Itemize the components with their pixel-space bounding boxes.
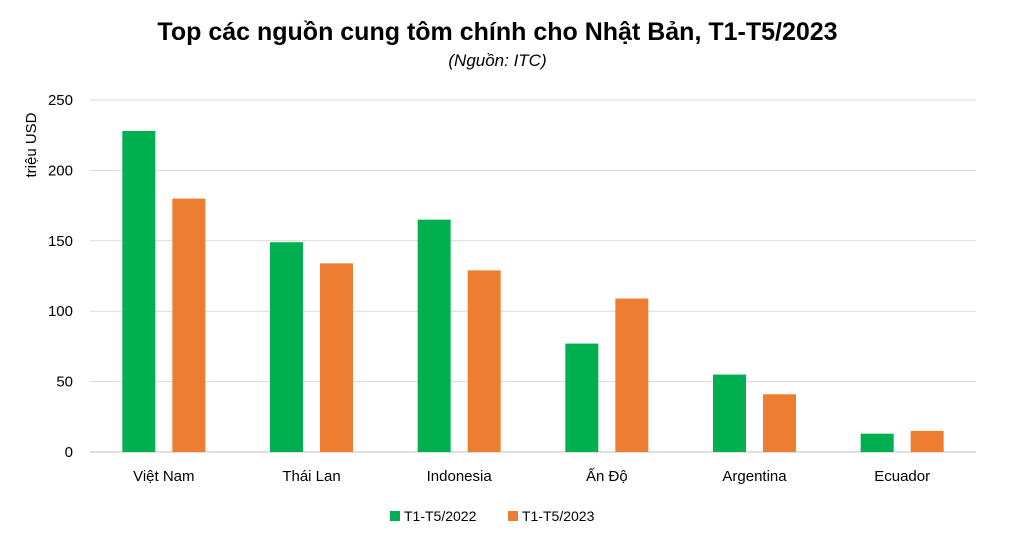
x-category-label: Việt Nam [133, 468, 194, 485]
chart-subtitle: (Nguồn: ITC) [448, 51, 547, 70]
x-category-label: Ấn Độ [586, 468, 628, 485]
bar-2022 [270, 242, 303, 452]
y-tick-label: 200 [48, 162, 73, 179]
chart-title: Top các nguồn cung tôm chính cho Nhật Bả… [157, 18, 838, 46]
y-tick-label: 0 [65, 444, 73, 461]
legend-swatch [390, 511, 400, 521]
legend-label: T1-T5/2023 [522, 508, 595, 524]
bar-2022 [565, 343, 599, 452]
y-tick-label: 250 [48, 92, 73, 109]
legend-label: T1-T5/2022 [404, 508, 477, 524]
x-category-label: Ecuador [874, 468, 930, 485]
y-tick-label: 100 [48, 303, 73, 320]
y-axis-ticks: 0 50 100 150 200 250 [48, 92, 73, 461]
bar-2023 [763, 394, 796, 452]
bar-2023 [172, 198, 206, 452]
bar-2022 [860, 433, 894, 452]
legend: T1-T5/2022 T1-T5/2023 [390, 508, 595, 524]
bar-2022 [417, 219, 451, 452]
bar-2023 [320, 263, 353, 452]
gridlines [90, 99, 976, 453]
y-tick-label: 50 [56, 374, 73, 391]
bar-2023 [615, 298, 649, 452]
bar-2022 [713, 374, 746, 452]
x-category-label: Indonesia [427, 468, 493, 485]
x-category-label: Argentina [722, 468, 787, 485]
bar-2023 [910, 430, 944, 452]
y-axis-label: triệu USD [23, 112, 40, 177]
bar-2023 [467, 270, 501, 452]
bar-2022 [122, 130, 156, 452]
legend-swatch [508, 511, 518, 521]
x-axis-categories: Việt Nam Thái Lan Indonesia Ấn Độ Argentina E… [133, 468, 930, 485]
x-category-label: Thái Lan [282, 468, 340, 485]
y-tick-label: 150 [48, 233, 73, 250]
bars [122, 130, 944, 452]
